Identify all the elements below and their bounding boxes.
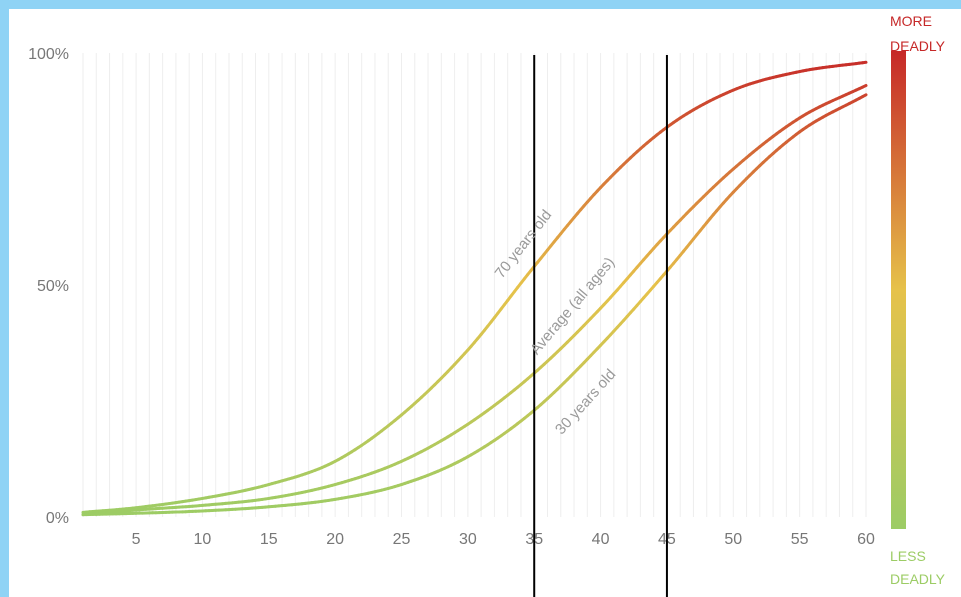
series-label-0: 70 years old [492,207,556,282]
series-curves [81,60,868,517]
x-tick-label: 25 [393,531,411,548]
x-tick-label: 30 [459,531,477,548]
series-segment [861,83,868,89]
deadliness-color-scale: MORE DEADLY LESS DEADLY [890,13,946,587]
scale-top-label-line-1: MORE [890,13,932,29]
vertical-gridlines [82,53,867,517]
x-tick-label: 60 [857,531,875,548]
series-line-2 [81,93,868,517]
x-tick-label: 10 [194,531,212,548]
series-line-1 [81,83,868,517]
y-tick-label: 50% [37,278,69,295]
line-chart: 0%50%100% 5 10 15 20 25 30 35 40 45 50 55 60 70 yea… [28,13,946,597]
x-tick-label: 55 [791,531,809,548]
y-tick-label: 0% [46,510,69,527]
y-tick-label: 100% [28,46,69,63]
scale-bottom-label-line-2: DEADLY [890,571,946,587]
reference-lines [533,55,668,597]
chart-panel: 0% 50% 100% 5 10 15 20 25 30 35 40 45 50 55 60 70 yea… [9,9,961,597]
scale-bottom-label-line-1: LESS [890,548,926,564]
x-tick-label: 15 [260,531,278,548]
x-tick-label: 40 [592,531,610,548]
series-line-0 [81,60,868,514]
x-tick-label: 5 [132,531,141,548]
series-label-2: 30 years old [552,366,619,438]
color-scale-bar [891,51,906,529]
scale-top-label-line-2: DEADLY [890,38,946,54]
x-axis-labels: 5 10 15 20 25 30 35 40 45 50 55 60 [132,531,875,548]
x-tick-label: 20 [326,531,344,548]
x-tick-label: 50 [724,531,742,548]
series-segment [861,93,868,99]
y-axis-labels: 0% 50% 100% [28,46,69,527]
